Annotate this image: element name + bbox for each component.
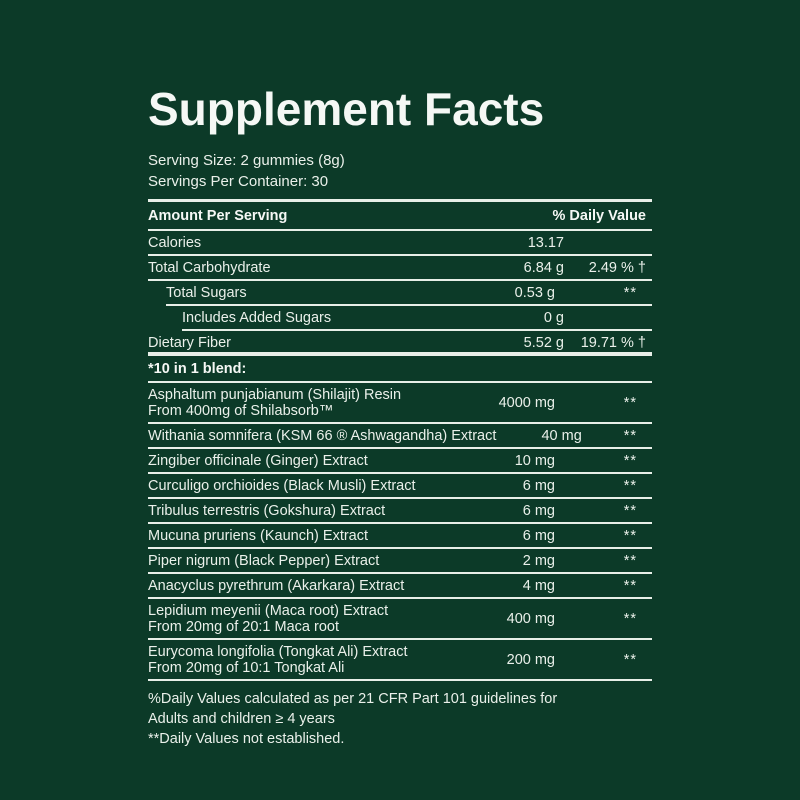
nutrient-name: Calories	[148, 235, 202, 251]
ingredient-daily-value: **	[623, 395, 637, 411]
blend-row-akarkara: Anacyclus pyrethrum (Akarkara) Extract 4…	[148, 574, 652, 599]
blend-row-ginger: Zingiber officinale (Ginger) Extract 10 …	[148, 449, 652, 474]
ingredient-daily-value: **	[623, 611, 637, 627]
ingredient-name: Lepidium meyenii (Maca root) Extract	[148, 603, 389, 619]
ingredient-amount: 10 mg	[514, 453, 555, 469]
blend-row-kaunch: Mucuna pruriens (Kaunch) Extract 6 mg **	[148, 524, 652, 549]
nutrient-amount: 5.52 g	[523, 335, 564, 351]
serving-size-text: Serving Size: 2 gummies (8g)	[148, 152, 345, 169]
ingredient-daily-value: **	[623, 503, 637, 519]
nutrient-row-dietary-fiber: Dietary Fiber 5.52 g 19.71 % †	[148, 331, 652, 356]
ingredient-name: Piper nigrum (Black Pepper) Extract	[148, 553, 380, 569]
nutrient-name: Includes Added Sugars	[182, 310, 332, 326]
ingredient-amount: 4 mg	[522, 578, 555, 594]
blend-row-black-musli: Curculigo orchioides (Black Musli) Extra…	[148, 474, 652, 499]
footnote-daily-values-line2: Adults and children ≥ 4 years	[148, 711, 335, 727]
ingredient-name-block: Lepidium meyenii (Maca root) Extract Fro…	[148, 603, 437, 635]
nutrient-amount: 13.17	[527, 235, 564, 251]
nutrient-daily-value: 2.49 % †	[588, 260, 646, 276]
ingredient-name: Tribulus terrestris (Gokshura) Extract	[148, 503, 386, 519]
serving-info: Serving Size: 2 gummies (8g) Servings Pe…	[148, 150, 652, 192]
ingredient-daily-value: **	[623, 553, 637, 569]
nutrient-amount: 0.53 g	[514, 285, 555, 301]
footnotes: %Daily Values calculated as per 21 CFR P…	[148, 689, 652, 749]
ingredient-daily-value: **	[623, 578, 637, 594]
ingredient-daily-value: **	[623, 453, 637, 469]
col-header-amount-per-serving: Amount Per Serving	[148, 208, 288, 224]
nutrient-amount: 6.84 g	[523, 260, 564, 276]
blend-heading-row: *10 in 1 blend:	[148, 356, 652, 383]
ingredient-name: Mucuna pruriens (Kaunch) Extract	[148, 528, 369, 544]
ingredient-amount: 400 mg	[506, 611, 555, 627]
nutrient-daily-value: **	[623, 285, 637, 301]
ingredient-amount: 6 mg	[522, 528, 555, 544]
nutrient-name: Total Carbohydrate	[148, 260, 271, 276]
facts-table: Amount Per Serving % Daily Value Calorie…	[148, 199, 652, 681]
ingredient-amount: 4000 mg	[498, 395, 555, 411]
nutrient-daily-value: 19.71 % †	[580, 335, 646, 351]
ingredient-amount: 2 mg	[522, 553, 555, 569]
footnote-daily-values-line1: %Daily Values calculated as per 21 CFR P…	[148, 691, 558, 707]
ingredient-daily-value: **	[623, 428, 637, 444]
blend-heading: *10 in 1 blend:	[148, 361, 247, 377]
ingredient-amount: 6 mg	[522, 503, 555, 519]
ingredient-name: Curculigo orchioides (Black Musli) Extra…	[148, 478, 416, 494]
ingredient-amount: 6 mg	[522, 478, 555, 494]
page-title: Supplement Facts	[148, 83, 545, 135]
supplement-facts-panel: Supplement Facts Serving Size: 2 gummies…	[148, 84, 652, 749]
footnote-not-established: **Daily Values not established.	[148, 731, 345, 747]
nutrient-name: Dietary Fiber	[148, 335, 231, 351]
blend-row-ashwagandha: Withania somnifera (KSM 66 ® Ashwagandha…	[148, 424, 652, 449]
blend-row-gokshura: Tribulus terrestris (Gokshura) Extract 6…	[148, 499, 652, 524]
ingredient-daily-value: **	[623, 528, 637, 544]
ingredient-name: Asphaltum punjabianum (Shilajit) Resin	[148, 387, 402, 403]
nutrient-amount: 0 g	[543, 310, 564, 326]
blend-row-black-pepper: Piper nigrum (Black Pepper) Extract 2 mg…	[148, 549, 652, 574]
ingredient-name-block: Eurycoma longifolia (Tongkat Ali) Extrac…	[148, 644, 437, 676]
ingredient-source: From 20mg of 10:1 Tongkat Ali	[148, 660, 345, 676]
table-header: Amount Per Serving % Daily Value	[148, 202, 652, 231]
ingredient-amount: 40 mg	[541, 428, 582, 444]
nutrient-name: Total Sugars	[166, 285, 247, 301]
ingredient-source: From 400mg of Shilabsorb™	[148, 403, 334, 419]
nutrient-row-added-sugars: Includes Added Sugars 0 g	[148, 306, 652, 331]
servings-per-container-text: Servings Per Container: 30	[148, 173, 329, 190]
blend-row-maca-root: Lepidium meyenii (Maca root) Extract Fro…	[148, 599, 652, 640]
blend-row-tongkat-ali: Eurycoma longifolia (Tongkat Ali) Extrac…	[148, 640, 652, 681]
ingredient-amount: 200 mg	[506, 652, 555, 668]
ingredient-name: Anacyclus pyrethrum (Akarkara) Extract	[148, 578, 405, 594]
ingredient-name: Eurycoma longifolia (Tongkat Ali) Extrac…	[148, 644, 408, 660]
nutrient-row-total-sugars: Total Sugars 0.53 g **	[148, 281, 652, 306]
blend-row-shilajit: Asphaltum punjabianum (Shilajit) Resin F…	[148, 383, 652, 424]
nutrient-row-total-carbohydrate: Total Carbohydrate 6.84 g 2.49 % †	[148, 256, 652, 281]
nutrient-row-calories: Calories 13.17	[148, 231, 652, 256]
ingredient-name: Zingiber officinale (Ginger) Extract	[148, 453, 368, 469]
col-header-daily-value: % Daily Value	[552, 208, 647, 224]
ingredient-name-block: Asphaltum punjabianum (Shilajit) Resin F…	[148, 387, 437, 419]
ingredient-daily-value: **	[623, 478, 637, 494]
ingredient-source: From 20mg of 20:1 Maca root	[148, 619, 339, 635]
ingredient-name: Withania somnifera (KSM 66 ® Ashwagandha…	[148, 428, 497, 444]
ingredient-daily-value: **	[623, 652, 637, 668]
